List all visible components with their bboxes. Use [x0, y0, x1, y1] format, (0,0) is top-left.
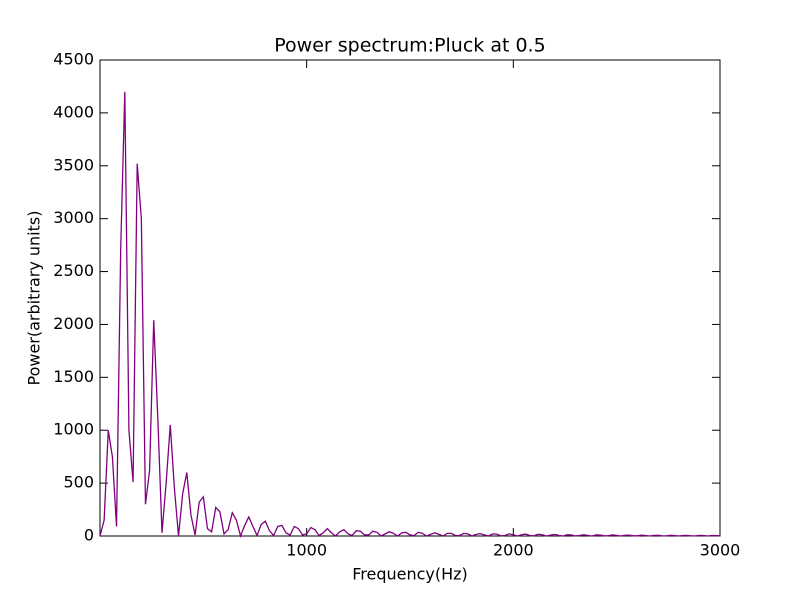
y-tick-label: 4000	[53, 102, 94, 121]
plot-frame	[99, 59, 721, 537]
y-tick-label: 3500	[53, 155, 94, 174]
y-tick-label: 500	[63, 473, 94, 492]
y-tick-label: 2500	[53, 261, 94, 280]
x-tick-label: 2000	[493, 541, 534, 560]
y-axis-label: Power(arbitrary units)	[25, 211, 44, 386]
x-tick-label: 3000	[700, 541, 741, 560]
y-tick-label: 3000	[53, 208, 94, 227]
chart-title: Power spectrum:Pluck at 0.5	[274, 35, 545, 57]
y-tick-label: 2000	[53, 314, 94, 333]
x-axis-label: Frequency(Hz)	[352, 565, 468, 584]
y-tick-label: 1000	[53, 420, 94, 439]
x-tick-label: 1000	[286, 541, 327, 560]
y-tick-label: 1500	[53, 367, 94, 386]
y-tick-label: 0	[84, 526, 94, 545]
y-tick-label: 4500	[53, 50, 94, 69]
line-series	[99, 91, 721, 539]
